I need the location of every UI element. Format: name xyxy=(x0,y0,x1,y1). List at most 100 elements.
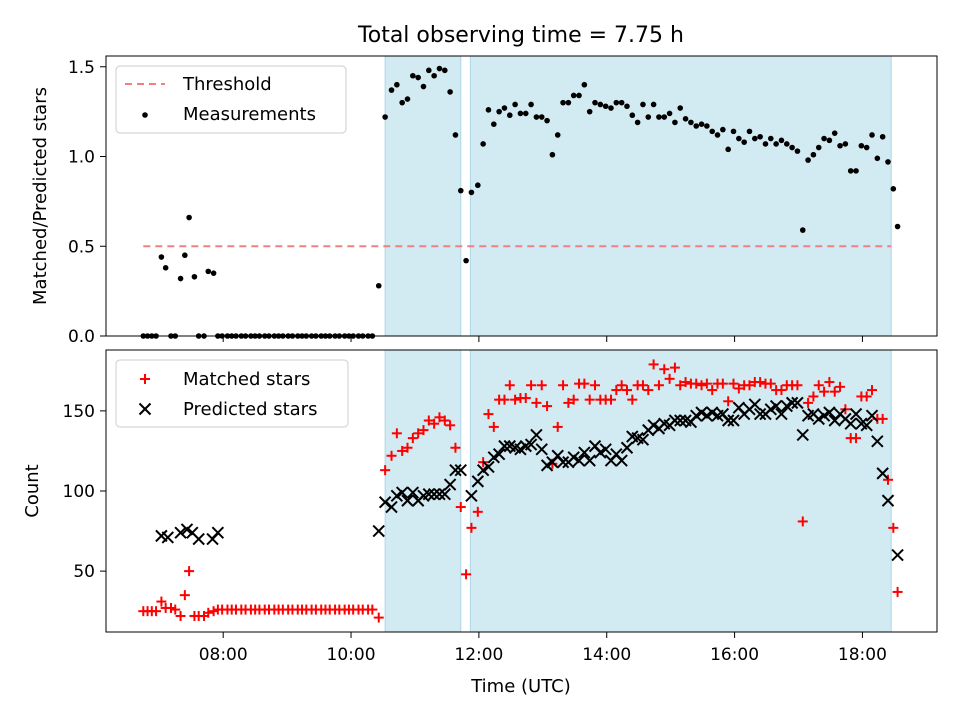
measurement-point xyxy=(875,156,881,162)
predicted-star-marker xyxy=(373,526,384,537)
legend-matched-label: Matched stars xyxy=(183,369,310,390)
measurement-point xyxy=(528,102,534,108)
top-y-axis-label: Matched/Predicted stars xyxy=(30,87,51,305)
measurement-point xyxy=(630,112,636,118)
measurement-point xyxy=(800,227,806,233)
y-tick-label: 0.0 xyxy=(68,327,95,347)
measurement-point xyxy=(677,105,683,111)
measurement-point xyxy=(832,130,838,136)
matched-star-marker xyxy=(374,613,384,623)
measurement-point xyxy=(426,68,432,74)
measurement-point xyxy=(709,129,715,135)
measurement-point xyxy=(827,138,833,144)
measurement-point xyxy=(431,73,437,79)
top-shaded-regions xyxy=(385,56,891,336)
shaded-interval xyxy=(470,56,891,336)
measurement-point xyxy=(447,89,453,95)
predicted-star-marker xyxy=(892,550,903,561)
top-y-ticks: 0.00.51.01.5 xyxy=(68,58,106,347)
bottom-y-axis-label: Count xyxy=(22,464,43,517)
shaded-interval xyxy=(385,350,461,632)
measurement-point xyxy=(421,84,427,90)
y-tick-label: 1.5 xyxy=(68,58,95,78)
measurement-point xyxy=(480,141,486,147)
measurement-point xyxy=(725,147,731,153)
measurement-point xyxy=(773,141,779,147)
matched-star-marker xyxy=(180,590,190,600)
measurement-point xyxy=(741,139,747,145)
bottom-legend: Matched stars Predicted stars xyxy=(116,360,348,427)
measurement-point xyxy=(507,112,513,118)
x-tick-label: 08:00 xyxy=(199,645,248,665)
top-legend: Threshold Measurements xyxy=(116,66,346,133)
bottom-shaded-regions xyxy=(385,350,891,632)
measurement-point xyxy=(619,100,625,106)
measurement-point xyxy=(458,188,464,194)
measurement-point xyxy=(720,127,726,133)
measurement-point xyxy=(672,120,678,126)
measurement-point xyxy=(186,215,192,221)
measurement-point xyxy=(864,145,870,151)
measurement-point xyxy=(211,270,217,276)
measurement-point xyxy=(885,159,891,165)
measurement-point xyxy=(496,109,502,115)
measurement-point xyxy=(463,258,469,264)
y-tick-label: 150 xyxy=(63,402,95,422)
x-tick-label: 16:00 xyxy=(710,645,759,665)
legend-measurements-label: Measurements xyxy=(183,104,316,125)
measurement-point xyxy=(880,134,886,140)
y-tick-label: 50 xyxy=(73,562,95,582)
measurement-point xyxy=(491,121,497,127)
matched-star-marker xyxy=(461,569,471,579)
legend-threshold-label: Threshold xyxy=(182,74,272,95)
measurement-point xyxy=(399,100,405,106)
measurement-point xyxy=(382,114,388,120)
measurement-point xyxy=(869,132,875,138)
matched-star-marker xyxy=(184,566,194,576)
measurement-point xyxy=(159,254,165,260)
measurement-point xyxy=(592,100,598,106)
measurement-point xyxy=(688,120,694,126)
matched-star-marker xyxy=(893,587,903,597)
measurement-point xyxy=(560,100,566,106)
measurement-point xyxy=(394,82,400,88)
chart-title: Total observing time = 7.75 h xyxy=(357,23,684,48)
measurement-point xyxy=(582,82,588,88)
measurement-point xyxy=(656,114,662,120)
measurement-point xyxy=(182,252,188,258)
measurement-point xyxy=(442,68,448,74)
measurement-point xyxy=(895,224,901,230)
measurement-point xyxy=(853,168,859,174)
measurement-point xyxy=(163,265,169,271)
measurement-point xyxy=(550,152,556,158)
x-tick-label: 14:00 xyxy=(582,645,631,665)
measurement-point xyxy=(816,145,822,151)
measurement-point xyxy=(486,107,492,113)
legend-measurements-swatch xyxy=(142,112,148,118)
measurement-point xyxy=(205,269,211,275)
measurement-point xyxy=(475,182,481,188)
y-tick-label: 1.0 xyxy=(68,148,95,168)
measurement-point xyxy=(891,186,897,192)
measurement-point xyxy=(645,114,651,120)
x-tick-label: 12:00 xyxy=(454,645,503,665)
measurement-point xyxy=(699,121,705,127)
x-tick-label: 18:00 xyxy=(838,645,887,665)
measurement-point xyxy=(693,123,699,129)
measurement-point xyxy=(539,114,545,120)
measurement-point xyxy=(376,283,382,289)
measurement-point xyxy=(805,157,811,163)
measurement-point xyxy=(784,141,790,147)
measurement-point xyxy=(859,143,865,149)
measurement-point xyxy=(571,93,577,99)
measurement-point xyxy=(795,148,801,154)
measurement-point xyxy=(598,102,604,108)
measurement-point xyxy=(389,87,395,93)
measurement-point xyxy=(453,132,459,138)
measurement-point xyxy=(566,100,572,106)
measurement-point xyxy=(843,141,849,147)
measurement-point xyxy=(587,109,593,115)
measurement-point xyxy=(768,136,774,142)
measurement-point xyxy=(534,114,540,120)
measurement-point xyxy=(736,136,742,142)
